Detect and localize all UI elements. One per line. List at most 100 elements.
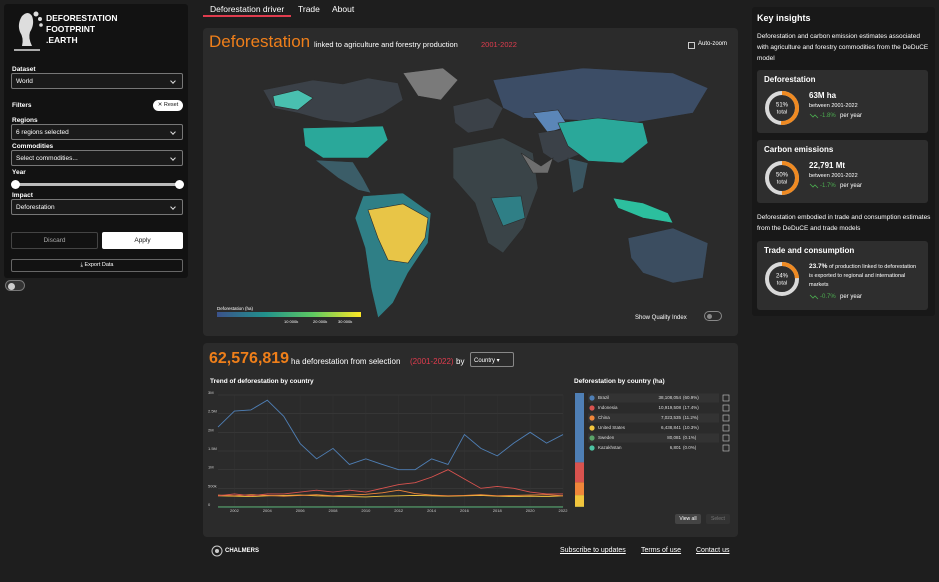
- regions-select[interactable]: 6 regions selected: [11, 124, 183, 140]
- region[interactable]: [367, 203, 429, 264]
- table-title: Deforestation by country (ha): [574, 378, 665, 385]
- y-tick-label: 0: [208, 502, 211, 507]
- card-trend: -1.8%: [820, 113, 836, 119]
- dataset-label: Dataset: [12, 66, 36, 73]
- donut-arc: [765, 161, 799, 195]
- card-trend: -0.7%: [820, 294, 836, 300]
- x-tick-label: 2010: [361, 508, 371, 513]
- slider-handle[interactable]: [11, 180, 20, 189]
- donut-caption: total: [777, 109, 787, 115]
- region[interactable]: [557, 117, 649, 164]
- region[interactable]: [272, 89, 314, 111]
- card-title: Trade and consumption: [764, 246, 855, 255]
- legend-gradient: [217, 312, 361, 317]
- summary-text: ha deforestation from selection: [291, 357, 401, 366]
- row-name: Kazakhstan: [598, 445, 622, 450]
- reset-button[interactable]: ✕ Reset: [153, 100, 183, 111]
- region[interactable]: [490, 195, 526, 227]
- row-share: (0.0%): [683, 445, 697, 450]
- sidebar: DEFORESTATION FOOTPRINT .EARTH Dataset W…: [4, 4, 188, 278]
- x-tick-label: 2018: [493, 508, 503, 513]
- region[interactable]: [402, 67, 459, 101]
- tab[interactable]: Deforestation driver: [210, 4, 285, 14]
- trade-intro: Deforestation embodied in trade and cons…: [757, 214, 931, 232]
- row-share: (0.1%): [683, 435, 697, 440]
- discard-button[interactable]: Discard: [11, 232, 98, 249]
- chalmers-logo: [211, 545, 223, 557]
- legend-tick: 10 000k: [284, 319, 299, 324]
- row-value: 38,108,054: [658, 395, 681, 400]
- card-headline: 63M ha: [809, 91, 837, 100]
- card-trend-unit: per year: [840, 113, 863, 119]
- quality-index-label: Show Quality Index: [635, 315, 687, 321]
- region[interactable]: [262, 77, 404, 124]
- world-map: [262, 67, 709, 319]
- view-all-button[interactable]: View all: [675, 514, 701, 524]
- row-bg: [588, 393, 719, 403]
- year-slider[interactable]: [15, 183, 179, 186]
- region[interactable]: [314, 159, 372, 194]
- region[interactable]: [452, 137, 539, 254]
- y-tick-label: 2.5M: [208, 409, 217, 414]
- slider-handle[interactable]: [175, 180, 184, 189]
- group-select[interactable]: Country ▾: [470, 352, 514, 367]
- stack-segment: [575, 495, 584, 507]
- sidebar-toggle[interactable]: [5, 280, 25, 291]
- export-button[interactable]: ⤓ Export Data: [11, 259, 183, 272]
- row-checkbox[interactable]: [722, 414, 730, 422]
- donut-caption: total: [777, 179, 787, 185]
- region[interactable]: [567, 157, 589, 194]
- row-bg: [588, 443, 719, 453]
- commodities-select[interactable]: Select commodities...: [11, 150, 183, 166]
- row-checkbox[interactable]: [722, 444, 730, 452]
- dataset-select[interactable]: World: [11, 73, 183, 89]
- row-bg: [588, 433, 719, 443]
- trend-arrow: [809, 294, 819, 300]
- logo-icon: [14, 11, 43, 51]
- y-tick-label: 2M: [208, 427, 214, 432]
- export-text: Export Data: [84, 262, 114, 268]
- region[interactable]: [302, 125, 389, 159]
- stack-segment: [575, 482, 584, 496]
- filters-label: Filters: [12, 102, 32, 109]
- row-dot: [589, 445, 595, 451]
- map-subtitle: linked to agriculture and forestry produ…: [314, 40, 458, 49]
- map-title: Deforestation: [209, 32, 311, 51]
- series-line: [217, 399, 564, 471]
- group-text: Country: [474, 358, 496, 364]
- region[interactable]: [627, 227, 709, 284]
- region[interactable]: [612, 197, 674, 224]
- card-detail: between 2001-2022: [809, 173, 858, 179]
- donut-caption: total: [777, 280, 787, 286]
- region[interactable]: [492, 67, 709, 124]
- footer-link[interactable]: Subscribe to updates: [560, 547, 626, 554]
- row-checkbox[interactable]: [722, 394, 730, 402]
- apply-button[interactable]: Apply: [102, 232, 183, 249]
- row-checkbox[interactable]: [722, 434, 730, 442]
- tab[interactable]: About: [332, 4, 355, 14]
- x-tick-label: 2020: [526, 508, 536, 513]
- row-checkbox[interactable]: [722, 404, 730, 412]
- card-headline: 22,791 Mt: [809, 161, 846, 170]
- tab[interactable]: Trade: [298, 4, 320, 14]
- donut-label: 24%: [776, 274, 789, 280]
- row-dot: [589, 405, 595, 411]
- quality-index-toggle[interactable]: [704, 311, 722, 321]
- region[interactable]: [520, 152, 554, 174]
- impact-select[interactable]: Deforestation: [11, 199, 183, 215]
- footer-link[interactable]: Contact us: [696, 547, 730, 554]
- select-button[interactable]: Select: [706, 514, 730, 524]
- footer-link[interactable]: Terms of use: [641, 547, 682, 554]
- region[interactable]: [452, 97, 504, 134]
- row-name: China: [598, 415, 610, 420]
- auto-zoom-checkbox[interactable]: [688, 42, 695, 49]
- row-dot: [589, 415, 595, 421]
- summary-period: (2001-2022): [410, 357, 454, 366]
- row-bg: [588, 423, 719, 433]
- x-tick-label: 2004: [263, 508, 273, 513]
- y-tick-label: 500k: [208, 483, 217, 488]
- map-period: 2001-2022: [481, 40, 517, 49]
- x-tick-label: 2008: [329, 508, 339, 513]
- insights-intro: Deforestation and carbon emission estima…: [757, 33, 929, 62]
- row-checkbox[interactable]: [722, 424, 730, 432]
